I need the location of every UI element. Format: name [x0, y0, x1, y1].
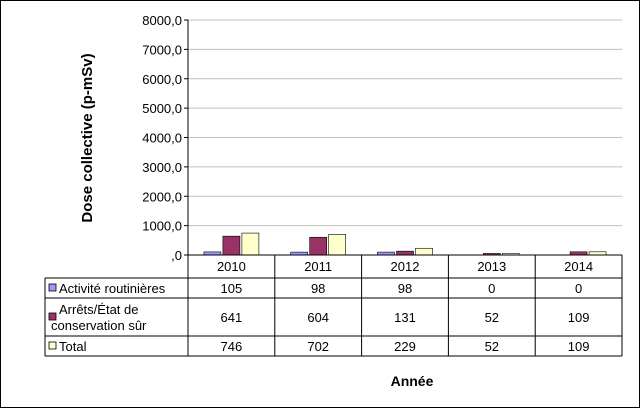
y-tick-label: 7000,0 — [142, 42, 182, 57]
x-category-label: 2013 — [477, 259, 506, 274]
data-label: 702 — [307, 339, 329, 354]
bar-2 — [396, 250, 414, 256]
bar-2 — [222, 235, 241, 256]
data-label: 0 — [488, 281, 495, 296]
y-tick-label: 5000,0 — [142, 101, 182, 116]
legend-key-2 — [48, 312, 57, 321]
bar-3 — [415, 247, 433, 256]
series-label: Total — [59, 339, 87, 354]
data-label: 131 — [394, 310, 416, 325]
bar-3 — [328, 234, 347, 256]
data-label: 641 — [221, 310, 243, 325]
y-tick-label: 4000,0 — [142, 131, 182, 146]
data-label: 604 — [307, 310, 329, 325]
x-category-label: 2014 — [564, 259, 593, 274]
legend-key-1 — [48, 283, 57, 292]
data-label: 52 — [485, 310, 499, 325]
y-tick-label: 8000,0 — [142, 13, 182, 28]
series-label: conservation sûr — [51, 318, 147, 333]
x-category-label: 2011 — [304, 259, 332, 274]
x-axis-title: Année — [391, 373, 434, 389]
data-label: 229 — [394, 339, 416, 354]
data-label: 98 — [398, 281, 412, 296]
data-label: 105 — [221, 281, 243, 296]
y-tick-label: 3000,0 — [142, 160, 182, 175]
y-tick-label: 2000,0 — [142, 189, 182, 204]
bar-2 — [309, 236, 328, 256]
x-category-label: 2010 — [217, 259, 246, 274]
series-label: Activité routinières — [59, 281, 166, 296]
data-label: 109 — [568, 339, 590, 354]
y-tick-label: ,0 — [171, 248, 182, 263]
data-label: 52 — [485, 339, 499, 354]
y-tick-label: 1000,0 — [142, 219, 182, 234]
series-label: Arrêts/État de — [59, 302, 138, 317]
y-axis-title: Dose collective (p-mSv) — [79, 53, 96, 222]
x-category-label: 2012 — [391, 259, 420, 274]
y-tick-label: 6000,0 — [142, 72, 182, 87]
data-label: 98 — [311, 281, 325, 296]
bar-3 — [241, 232, 260, 256]
legend-key-3 — [48, 341, 57, 350]
data-label: 0 — [575, 281, 582, 296]
data-label: 109 — [568, 310, 590, 325]
data-label: 746 — [221, 339, 243, 354]
